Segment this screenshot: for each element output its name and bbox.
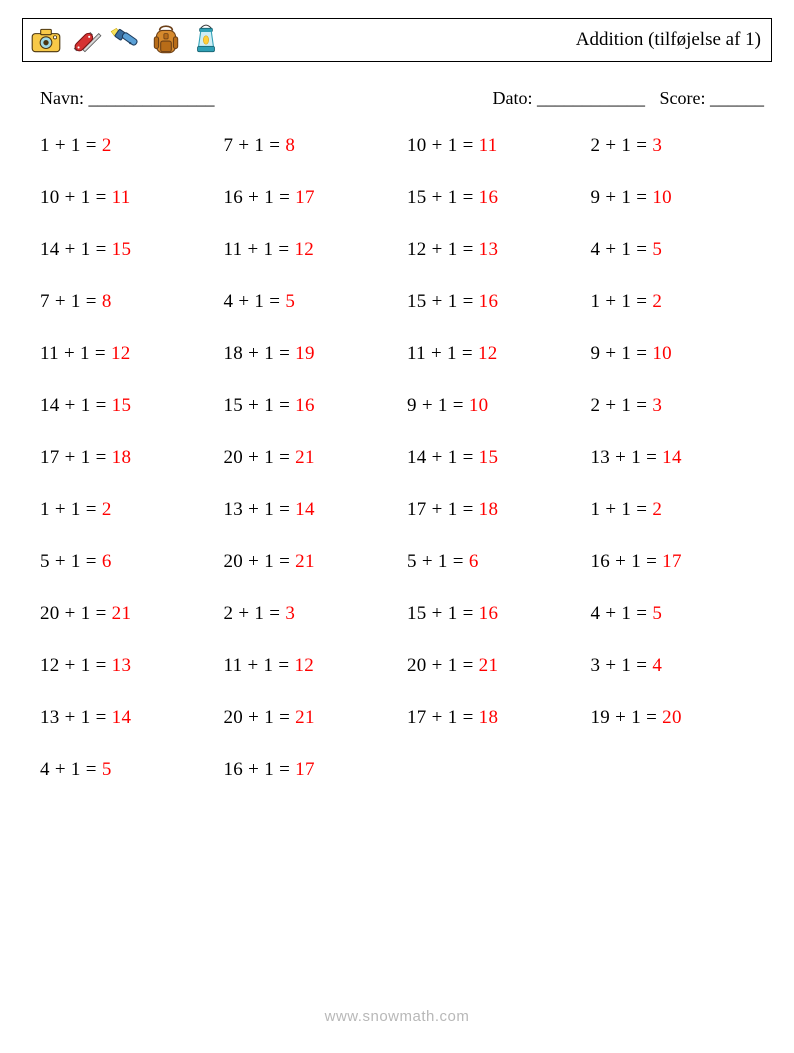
camera-icon bbox=[29, 23, 63, 57]
score-field: Score: ______ bbox=[660, 88, 764, 108]
problem: 11 + 1 = 12 bbox=[224, 655, 398, 677]
worksheet-title: Addition (tilføjelse af 1) bbox=[576, 29, 761, 51]
problem: 4 + 1 = 5 bbox=[591, 603, 765, 625]
problem: 2 + 1 = 3 bbox=[591, 135, 765, 157]
lantern-icon bbox=[189, 23, 223, 57]
backpack-icon bbox=[149, 23, 183, 57]
problem: 9 + 1 = 10 bbox=[591, 187, 765, 209]
worksheet-header: Addition (tilføjelse af 1) bbox=[22, 18, 772, 62]
problem: 7 + 1 = 8 bbox=[224, 135, 398, 157]
name-field: Navn: ______________ bbox=[40, 88, 215, 109]
info-row: Navn: ______________ Dato: ____________ … bbox=[40, 88, 764, 109]
problem: 10 + 1 = 11 bbox=[40, 187, 214, 209]
problem: 17 + 1 = 18 bbox=[407, 707, 581, 729]
problem: 16 + 1 = 17 bbox=[591, 551, 765, 573]
problem: 1 + 1 = 2 bbox=[40, 135, 214, 157]
header-icon-strip bbox=[29, 23, 223, 57]
footer-watermark: www.snowmath.com bbox=[0, 1008, 794, 1025]
problem: 11 + 1 = 12 bbox=[40, 343, 214, 365]
flashlight-icon bbox=[109, 23, 143, 57]
problem: 4 + 1 = 5 bbox=[40, 759, 214, 781]
problem: 15 + 1 = 16 bbox=[407, 603, 581, 625]
problem-grid: 1 + 1 = 2 7 + 1 = 8 10 + 1 = 11 2 + 1 = 3 10… bbox=[40, 135, 764, 781]
problem: 5 + 1 = 6 bbox=[407, 551, 581, 573]
problem: 4 + 1 = 5 bbox=[224, 291, 398, 313]
problem: 12 + 1 = 13 bbox=[407, 239, 581, 261]
problem: 2 + 1 = 3 bbox=[224, 603, 398, 625]
problem: 15 + 1 = 16 bbox=[224, 395, 398, 417]
problem: 16 + 1 = 17 bbox=[224, 759, 398, 781]
problem: 13 + 1 = 14 bbox=[40, 707, 214, 729]
problem: 14 + 1 = 15 bbox=[40, 239, 214, 261]
problem: 9 + 1 = 10 bbox=[591, 343, 765, 365]
problem: 20 + 1 = 21 bbox=[224, 447, 398, 469]
problem: 18 + 1 = 19 bbox=[224, 343, 398, 365]
problem: 1 + 1 = 2 bbox=[591, 499, 765, 521]
problem: 15 + 1 = 16 bbox=[407, 187, 581, 209]
problem: 20 + 1 = 21 bbox=[224, 551, 398, 573]
problem: 1 + 1 = 2 bbox=[591, 291, 765, 313]
problem: 17 + 1 = 18 bbox=[407, 499, 581, 521]
problem: 3 + 1 = 4 bbox=[591, 655, 765, 677]
problem: 13 + 1 = 14 bbox=[224, 499, 398, 521]
problem: 2 + 1 = 3 bbox=[591, 395, 765, 417]
problem: 20 + 1 = 21 bbox=[40, 603, 214, 625]
problem: 11 + 1 = 12 bbox=[224, 239, 398, 261]
swiss-knife-icon bbox=[69, 23, 103, 57]
problem: 13 + 1 = 14 bbox=[591, 447, 765, 469]
problem: 20 + 1 = 21 bbox=[407, 655, 581, 677]
problem: 17 + 1 = 18 bbox=[40, 447, 214, 469]
problem: 19 + 1 = 20 bbox=[591, 707, 765, 729]
problem: 5 + 1 = 6 bbox=[40, 551, 214, 573]
date-field: Dato: ____________ bbox=[493, 88, 646, 108]
problem: 16 + 1 = 17 bbox=[224, 187, 398, 209]
problem: 7 + 1 = 8 bbox=[40, 291, 214, 313]
problem: 11 + 1 = 12 bbox=[407, 343, 581, 365]
problem: 4 + 1 = 5 bbox=[591, 239, 765, 261]
problem: 14 + 1 = 15 bbox=[40, 395, 214, 417]
problem: 12 + 1 = 13 bbox=[40, 655, 214, 677]
problem: 20 + 1 = 21 bbox=[224, 707, 398, 729]
problem: 9 + 1 = 10 bbox=[407, 395, 581, 417]
problem: 1 + 1 = 2 bbox=[40, 499, 214, 521]
problem: 14 + 1 = 15 bbox=[407, 447, 581, 469]
problem: 15 + 1 = 16 bbox=[407, 291, 581, 313]
problem: 10 + 1 = 11 bbox=[407, 135, 581, 157]
date-score-fields: Dato: ____________ Score: ______ bbox=[483, 88, 764, 109]
